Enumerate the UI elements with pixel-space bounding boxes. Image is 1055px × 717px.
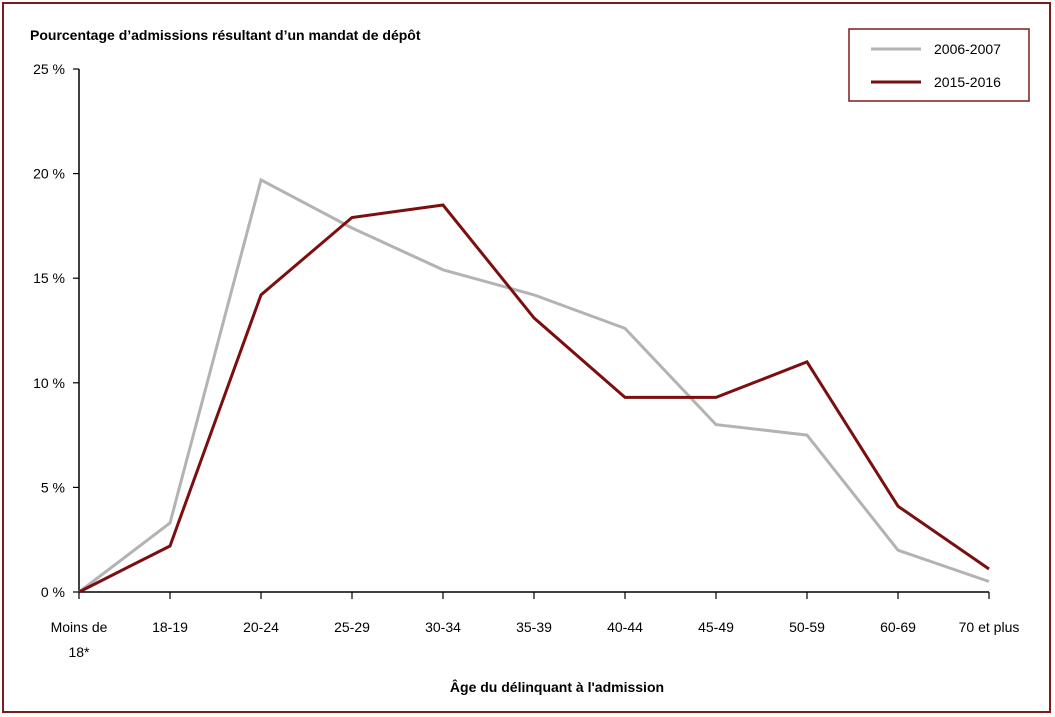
chart-title: Pourcentage d’admissions résultant d’un …: [30, 27, 421, 43]
y-tick-label: 5 %: [41, 479, 65, 495]
x-tick-label: 18-19: [152, 619, 188, 635]
series-line-2015-2016: [78, 203, 990, 594]
x-tick-label: 20-24: [243, 619, 279, 635]
legend-label: 2006-2007: [934, 41, 1001, 57]
y-axis: 0 % 5 % 10 % 15 % 20 % 25 %: [33, 61, 80, 600]
series-layer: [78, 177, 990, 594]
y-tick-label: 15 %: [33, 270, 65, 286]
y-tick-label: 25 %: [33, 61, 65, 77]
x-tick-label: 25-29: [334, 619, 370, 635]
x-tick-label: 40-44: [607, 619, 643, 635]
x-tick-label: Moins de 18*: [51, 619, 108, 660]
legend-box: [848, 28, 1030, 102]
legend-label: 2015-2016: [934, 74, 1001, 90]
y-tick-label: 20 %: [33, 166, 65, 182]
legend: 2006-2007 2015-2016: [848, 28, 1030, 102]
x-tick-label: 60-69: [880, 619, 916, 635]
x-tick-label: 30-34: [425, 619, 461, 635]
x-tick-label: 70 et plus: [959, 619, 1020, 635]
x-axis: Moins de 18* 18-19 20-24 25-29 30-34 35-39 40-4…: [51, 591, 1020, 660]
x-tick-label: 45-49: [698, 619, 734, 635]
x-tick-label: 50-59: [789, 619, 825, 635]
y-tick-label: 10 %: [33, 375, 65, 391]
x-tick-label: 35-39: [516, 619, 552, 635]
y-tick-label: 0 %: [41, 584, 65, 600]
series-line-2006-2007: [78, 177, 990, 594]
x-axis-label: Âge du délinquant à l'admission: [450, 678, 664, 695]
